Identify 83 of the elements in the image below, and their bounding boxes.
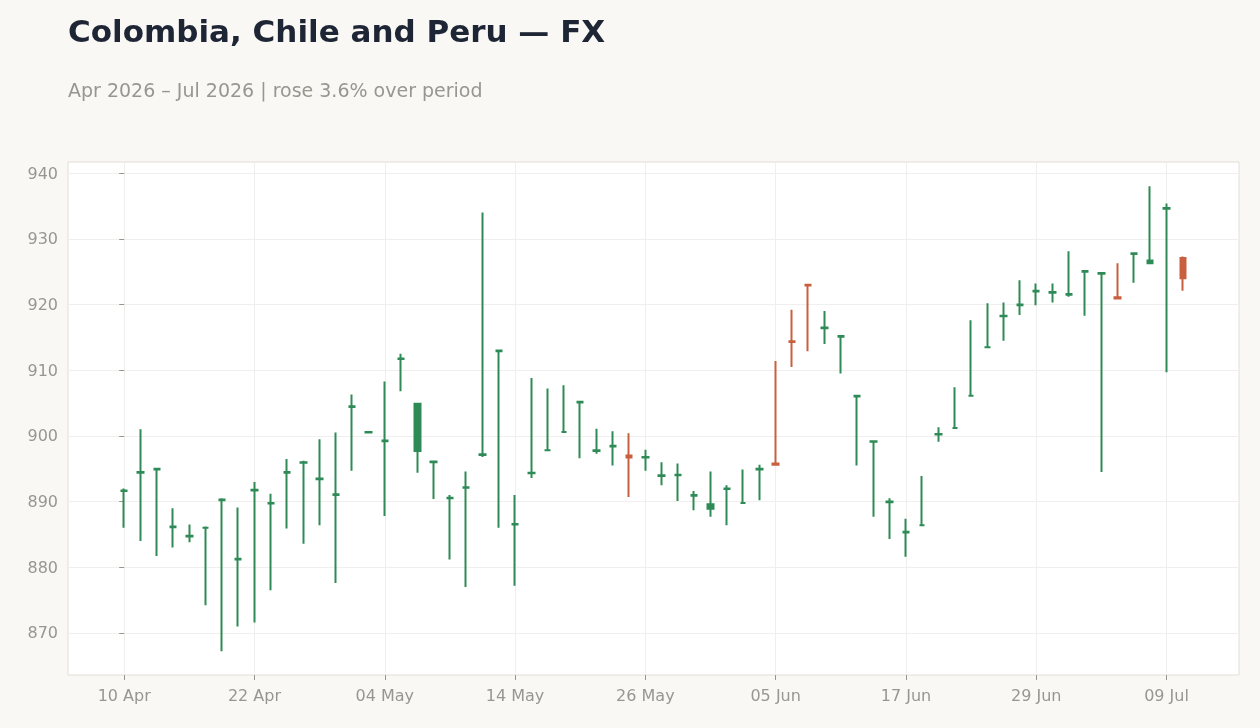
candlestick (771, 360, 780, 466)
candlestick (788, 308, 796, 368)
x-tick-label: 29 Jun (1011, 685, 1062, 705)
y-tick-label: 900 (27, 426, 58, 446)
x-tick-label: 22 Apr (227, 685, 282, 705)
candlestick (902, 517, 910, 558)
candlestick (999, 301, 1008, 342)
x-tick-label: 04 May (355, 685, 415, 705)
candlestick (348, 393, 356, 472)
candlestick (429, 459, 438, 500)
candlestick (804, 283, 812, 353)
x-tick-label: 05 Jun (750, 685, 801, 705)
candlestick (853, 394, 861, 467)
candlestick (657, 461, 666, 487)
candlestick (169, 507, 177, 549)
candlestick (951, 386, 959, 430)
candlestick (967, 319, 975, 397)
y-tick-label: 880 (27, 557, 58, 577)
candlestick (885, 497, 894, 541)
candlestick (690, 490, 698, 512)
x-tick-label: 09 Jul (1144, 685, 1189, 705)
candlestick (755, 463, 764, 502)
candlestick (934, 426, 943, 443)
chart-title: Colombia, Chile and Peru — FX (68, 12, 606, 49)
y-tick-label: 920 (27, 295, 58, 315)
candlestick (1130, 252, 1138, 284)
candlestick (527, 377, 536, 479)
chart-subtitle: Apr 2026 – Jul 2026 | rose 3.6% over period (68, 78, 483, 102)
candlestick (1016, 279, 1024, 317)
candlestick (1146, 185, 1154, 265)
candlestick (869, 440, 878, 518)
candlestick (218, 497, 226, 653)
candlestick (592, 427, 601, 455)
candlestick (625, 432, 633, 498)
candlestick (560, 384, 568, 433)
candlestick (543, 387, 552, 452)
candlestick (1097, 272, 1106, 474)
candlestick (1113, 262, 1122, 300)
candlestick (706, 470, 715, 518)
candlestick (185, 523, 194, 544)
candlestick (397, 352, 405, 393)
candlestick (201, 525, 210, 607)
candlestick (1065, 250, 1073, 298)
candlestick (609, 430, 617, 467)
candlestick (1179, 255, 1187, 292)
candlestick (136, 428, 145, 542)
candlestick (381, 380, 389, 518)
y-tick-label: 910 (27, 360, 58, 380)
candlestick (299, 459, 308, 545)
y-tick-label: 890 (27, 492, 58, 512)
y-tick-label: 870 (27, 623, 58, 643)
x-tick-label: 10 Apr (97, 685, 152, 705)
x-tick-label: 17 Jun (880, 685, 932, 705)
candlestick (462, 470, 470, 588)
x-tick-label: 26 May (616, 685, 675, 705)
candlestick (478, 211, 487, 458)
candlestick (283, 457, 291, 530)
candlestick (364, 430, 373, 435)
candlestick (739, 468, 747, 504)
candlestick (723, 484, 731, 527)
candlestick (446, 494, 454, 561)
y-tick-label: 930 (27, 229, 58, 249)
candlestick (315, 438, 324, 527)
candlestick (918, 474, 926, 527)
candlestick (234, 506, 242, 628)
candlestick (576, 400, 584, 460)
candlestick (153, 467, 161, 558)
candlestick (413, 402, 422, 474)
x-tick-label: 14 May (485, 685, 545, 705)
candlestick (1032, 282, 1040, 307)
candlestick (511, 494, 519, 587)
candlestick (983, 302, 992, 349)
candlestick (641, 448, 650, 472)
candlestick (495, 348, 503, 529)
candlestick (820, 310, 829, 345)
candlestick (1048, 282, 1057, 304)
candlestick (837, 335, 845, 375)
candlestick (332, 431, 340, 585)
candlestick (1081, 270, 1089, 317)
candlestick (250, 480, 259, 624)
candlestick (267, 492, 275, 592)
candlestick (674, 462, 682, 502)
y-tick-label: 940 (27, 163, 58, 183)
